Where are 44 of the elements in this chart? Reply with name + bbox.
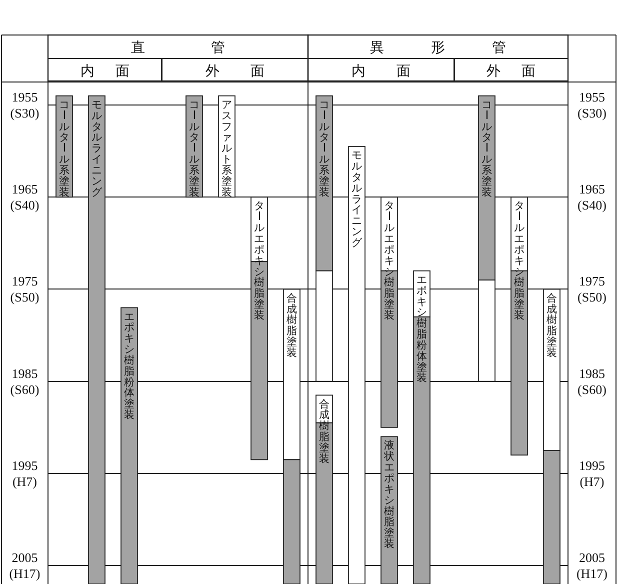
- text: (H7): [580, 474, 604, 489]
- text: (S60): [578, 382, 606, 397]
- text: 内面: [80, 64, 130, 80]
- text: 外面: [205, 64, 264, 80]
- text: アスファルト系塗装: [222, 100, 232, 198]
- text: エポキシ樹脂粉体塗装: [416, 274, 428, 384]
- series-label: 合成樹脂塗装: [319, 397, 330, 465]
- y2-tick-label: 2005: [579, 550, 605, 566]
- text: 外面: [486, 64, 536, 80]
- chart-title: 直管: [131, 40, 225, 56]
- text: (S50): [578, 290, 606, 305]
- text: (S30): [10, 106, 40, 121]
- y2-tick-label: 1995: [579, 458, 605, 473]
- text: コールタール系塗装: [57, 100, 70, 198]
- y2-tick-label: 1955: [579, 90, 605, 105]
- y-tick-label: 1965: [12, 182, 38, 197]
- text: エポキシ樹脂粉体塗装: [124, 312, 135, 422]
- y2-tick-label: 1975: [579, 274, 605, 289]
- series-label: 合成樹脂塗装: [286, 291, 298, 359]
- y-tick-label: 1975: [12, 274, 38, 289]
- y-tick-label: 1985: [12, 366, 38, 381]
- text: (S40): [10, 198, 40, 213]
- chart-title: 異形管: [370, 40, 506, 56]
- text: (S30): [578, 106, 606, 121]
- y-tick-label: 1995: [12, 458, 38, 473]
- text: コールタール系塗装: [480, 100, 492, 198]
- text: 液状エポキシ樹脂塗装: [384, 440, 395, 550]
- text: (H7): [12, 474, 38, 489]
- text: 合成樹脂塗装: [546, 293, 558, 359]
- text: (S60): [10, 382, 40, 397]
- text: (S50): [10, 290, 40, 305]
- y-tick-label: 1955: [12, 90, 38, 105]
- text: モルタルライニング: [92, 100, 102, 198]
- y2-tick-label: 1985: [579, 366, 605, 381]
- text: タールエポキシ樹脂塗装: [252, 201, 265, 322]
- text: コールタール系塗装: [187, 100, 200, 198]
- text: (H17): [9, 566, 40, 582]
- text: コールタール系塗装: [317, 100, 330, 198]
- text: (H17): [576, 566, 608, 582]
- y-tick-label: 2005: [12, 550, 38, 566]
- text: 内面: [352, 64, 411, 80]
- y2-tick-label: 1965: [579, 182, 605, 197]
- text: モルタルライニング: [352, 150, 362, 249]
- text: (S40): [578, 198, 606, 213]
